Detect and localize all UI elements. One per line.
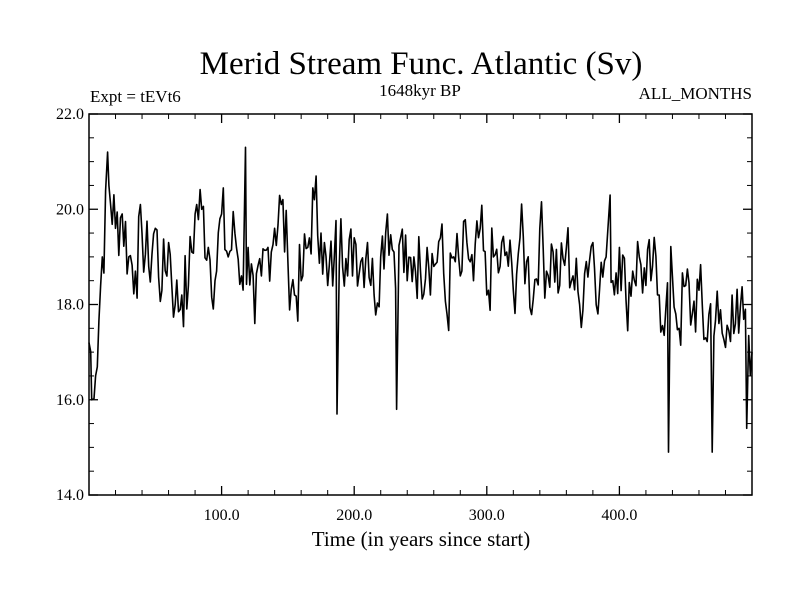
series-line-0 (88, 146, 753, 453)
chart-subtitle-left: Expt = tEVt6 (90, 87, 181, 106)
chart-title: Merid Stream Func. Atlantic (Sv) (200, 46, 643, 82)
x-tick-label: 400.0 (601, 507, 637, 524)
chart-subtitle-right: ALL_MONTHS (639, 84, 752, 103)
chart-subtitle-center: 1648kyr BP (379, 81, 461, 100)
axes: 100.0 200.0 300.0 400.0 14.0 16.0 18.0 20.0 22.0 (56, 106, 752, 524)
x-tick-label: 300.0 (469, 507, 505, 524)
y-tick-label: 18.0 (56, 297, 84, 314)
y-tick-label: 14.0 (56, 487, 84, 504)
x-axis-label: Time (in years since start) (312, 527, 531, 551)
x-tick-label: 200.0 (336, 507, 372, 524)
x-tick-label: 100.0 (204, 507, 240, 524)
y-tick-label: 22.0 (56, 106, 84, 123)
y-tick-label: 20.0 (56, 201, 84, 218)
y-tick-label: 16.0 (56, 392, 84, 409)
plot-area (88, 146, 753, 453)
